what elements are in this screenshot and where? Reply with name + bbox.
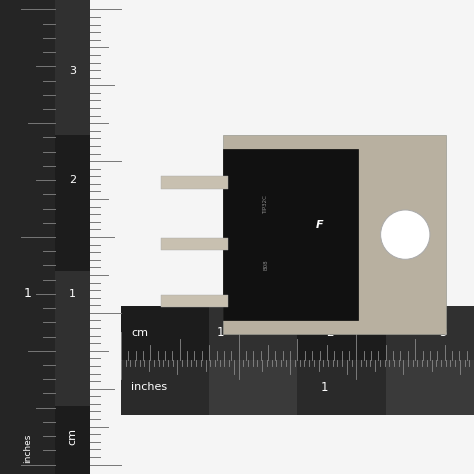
Text: 3: 3 [439,327,447,339]
Bar [55,271,90,406]
Bar [298,306,386,360]
Text: inches: inches [131,383,167,392]
Bar [209,360,298,415]
Text: cm: cm [67,428,77,445]
Bar [121,306,209,360]
Text: inches: inches [23,433,32,463]
Text: F: F [316,219,324,230]
Bar [55,406,90,474]
Text: 1: 1 [69,289,76,299]
Bar [386,306,474,360]
Bar [223,149,358,320]
Text: 1: 1 [217,327,224,339]
Text: 1: 1 [321,381,328,394]
Bar [386,360,474,415]
Text: 3: 3 [69,66,76,76]
Text: 2: 2 [69,175,76,185]
Bar [209,306,298,360]
Bar [161,238,228,250]
Bar [161,176,228,189]
Bar [55,136,90,271]
Text: B08: B08 [264,259,268,270]
Text: cm: cm [131,328,148,338]
Circle shape [381,210,430,259]
Text: 1: 1 [23,287,31,301]
Bar [223,135,446,334]
Bar [0,0,55,474]
Bar [121,360,474,415]
Bar [121,360,209,415]
Bar [121,306,474,360]
Text: TIP32C: TIP32C [264,195,268,214]
Bar [161,295,228,307]
Bar [298,360,386,415]
Bar [55,0,90,136]
Text: 2: 2 [326,327,333,339]
